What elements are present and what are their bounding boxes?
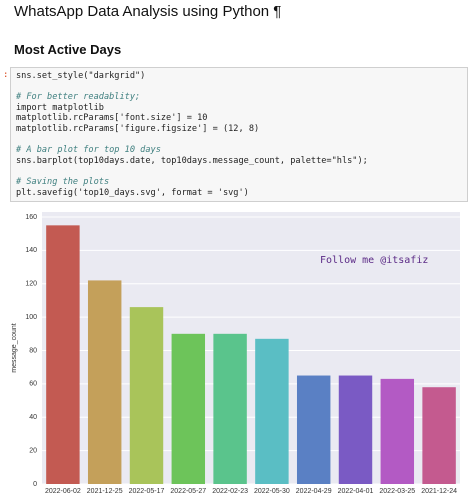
annotation: Follow me @itsafiz bbox=[320, 255, 428, 266]
notebook-title: WhatsApp Data Analysis using Python ¶ bbox=[14, 3, 282, 20]
x-tick-label: 2022-04-01 bbox=[338, 488, 374, 495]
y-tick-label: 140 bbox=[25, 247, 37, 254]
code-block: # A bar plot for top 10 days sns.barplot(… bbox=[16, 145, 462, 166]
code-block: # For better readablity; import matplotli… bbox=[16, 92, 462, 134]
x-tick-label: 2022-06-02 bbox=[45, 488, 81, 495]
x-tick-label: 2022-05-17 bbox=[129, 488, 165, 495]
x-tick-label: 2022-03-25 bbox=[379, 488, 415, 495]
y-tick-label: 20 bbox=[29, 447, 37, 454]
bar bbox=[171, 333, 206, 484]
bar bbox=[338, 375, 373, 484]
bar bbox=[255, 338, 289, 484]
x-tick-label: 2021-12-25 bbox=[87, 488, 123, 495]
code-line: import matplotlib bbox=[16, 102, 104, 113]
code-line: # Saving the plots bbox=[16, 176, 110, 187]
x-tick-label: 2022-02-23 bbox=[212, 488, 248, 495]
x-tick-label: 2022-05-30 bbox=[254, 488, 290, 495]
y-tick-label: 120 bbox=[25, 281, 37, 288]
y-tick-label: 80 bbox=[29, 347, 37, 354]
y-tick-label: 0 bbox=[33, 481, 37, 488]
y-tick-label: 160 bbox=[25, 214, 37, 221]
code-line: matplotlib.rcParams['font.size'] = 10 bbox=[16, 113, 208, 124]
code-cell[interactable]: sns.set_style("darkgrid") # For better re… bbox=[10, 67, 468, 202]
code-line: plt.savefig('top10_days.svg', format = '… bbox=[16, 187, 249, 198]
code-block: sns.set_style("darkgrid") bbox=[16, 71, 462, 82]
code-line: sns.set_style("darkgrid") bbox=[16, 71, 146, 81]
code-line: sns.barplot(top10days.date, top10days.me… bbox=[16, 155, 368, 166]
code-line: # A bar plot for top 10 days bbox=[16, 145, 161, 156]
bar bbox=[129, 307, 164, 484]
bar bbox=[296, 375, 331, 484]
y-axis-label: message_count bbox=[11, 323, 18, 372]
x-tick-label: 2022-04-29 bbox=[296, 488, 332, 495]
y-tick-label: 40 bbox=[29, 414, 37, 421]
cell-prompt: : bbox=[3, 70, 9, 80]
x-tick-label: 2022-05-27 bbox=[170, 488, 206, 495]
bar bbox=[46, 225, 80, 484]
section-heading: Most Active Days bbox=[14, 42, 122, 57]
code-line: # For better readablity; bbox=[16, 92, 141, 103]
y-tick-label: 100 bbox=[25, 314, 37, 321]
bar bbox=[422, 387, 456, 484]
x-tick-label: 2021-12-24 bbox=[421, 488, 457, 495]
code-line: matplotlib.rcParams['figure.figsize'] = … bbox=[16, 123, 260, 134]
bar bbox=[87, 280, 122, 484]
bar bbox=[380, 378, 415, 484]
code-block: # Saving the plots plt.savefig('top10_day… bbox=[16, 177, 462, 198]
chart: 0 20 40 60 80 100 120 140 160 message_count 2022-0… bbox=[11, 212, 460, 495]
bar bbox=[213, 333, 247, 484]
y-tick-label: 60 bbox=[29, 381, 37, 388]
